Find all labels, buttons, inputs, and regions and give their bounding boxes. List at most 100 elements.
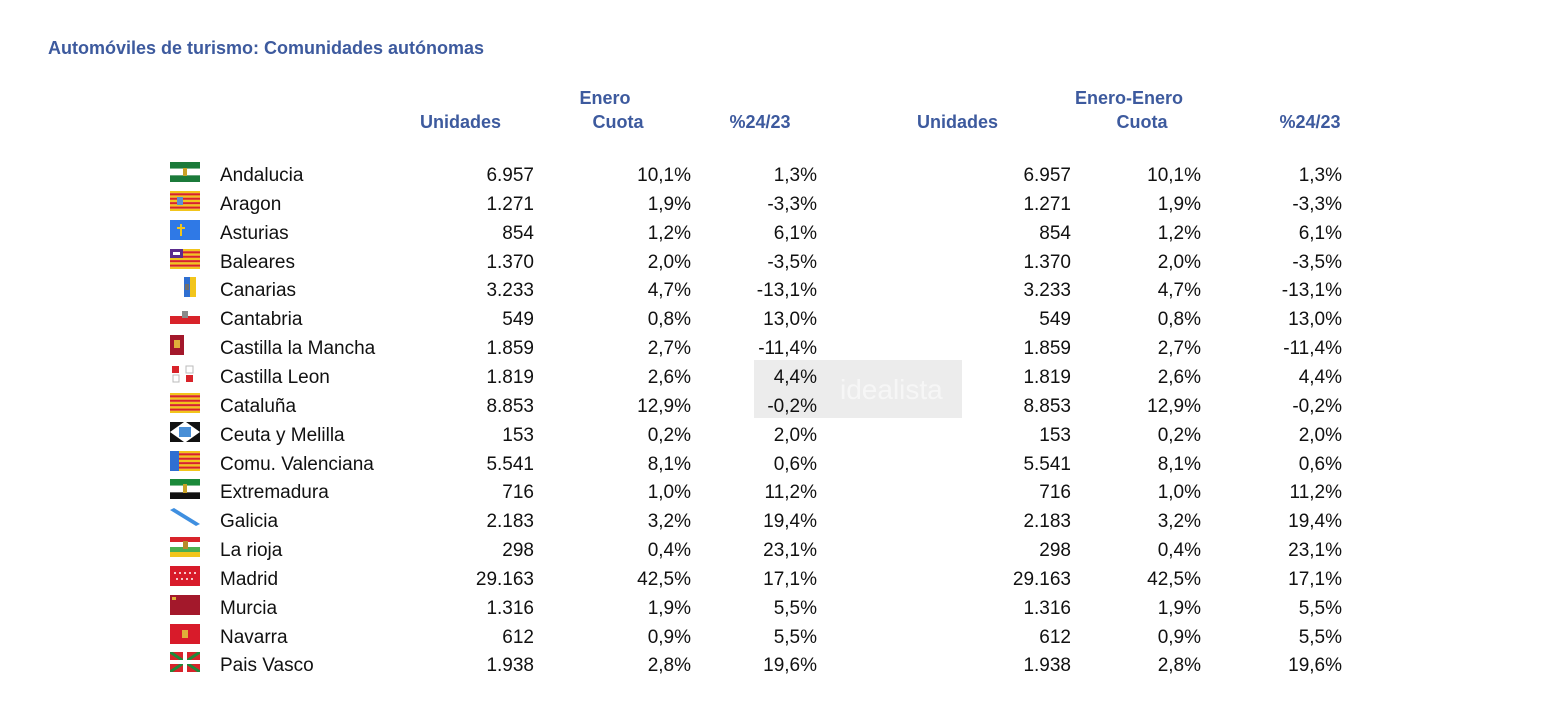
acumulado-cuota: 2,8% xyxy=(1157,655,1201,677)
enero-pct-24-23: -13,1% xyxy=(756,280,817,302)
enero-unidades: 1.938 xyxy=(486,655,534,677)
acumulado-unidades: 1.316 xyxy=(1023,597,1071,619)
region-name: Cataluña xyxy=(220,395,297,417)
enero-cuota: 0,9% xyxy=(647,626,691,648)
enero-pct-24-23: 19,6% xyxy=(763,655,817,677)
enero-cuota: 1,9% xyxy=(647,597,691,619)
enero-cuota: 1,2% xyxy=(647,222,691,244)
enero-unidades: 29.163 xyxy=(475,568,534,590)
table-row: La rioja 298 0,4% 23,1% 298 0,4% 23,1% xyxy=(0,537,1548,566)
la-rioja-flag xyxy=(170,537,200,558)
region-name: Aragon xyxy=(220,193,282,215)
acumulado-unidades: 6.957 xyxy=(1023,165,1071,186)
table-row: Navarra 612 0,9% 5,5% 612 0,9% 5,5% xyxy=(0,623,1548,653)
acumulado-pct-24-23: -3,3% xyxy=(1292,193,1342,215)
header-cuota-acumulado: Cuota xyxy=(1116,112,1168,132)
acumulado-unidades: 1.370 xyxy=(1023,251,1071,273)
andalucia-flag xyxy=(170,162,200,182)
acumulado-cuota: 12,9% xyxy=(1147,395,1201,417)
canarias-flag xyxy=(170,277,200,298)
header-pct-enero: %24/23 xyxy=(729,112,791,132)
table-row: Aragon 1.271 1,9% -3,3% 1.271 1,9% -3,3% xyxy=(0,190,1548,220)
enero-cuota: 42,5% xyxy=(637,568,691,590)
acumulado-unidades: 1.859 xyxy=(1023,338,1071,360)
enero-pct-24-23: 5,5% xyxy=(773,626,817,648)
acumulado-pct-24-23: 1,3% xyxy=(1298,165,1342,186)
extremadura-flag xyxy=(170,479,200,500)
acumulado-cuota: 10,1% xyxy=(1147,165,1201,186)
region-name: Extremadura xyxy=(220,482,329,504)
acumulado-pct-24-23: 2,0% xyxy=(1298,424,1342,446)
acumulado-unidades: 1.271 xyxy=(1023,193,1071,215)
enero-unidades: 5.541 xyxy=(486,453,534,475)
region-name: Cantabria xyxy=(220,309,303,331)
acumulado-cuota: 0,4% xyxy=(1157,540,1201,562)
aragon-flag xyxy=(170,190,200,211)
enero-pct-24-23: 4,4% xyxy=(773,366,817,388)
acumulado-cuota: 42,5% xyxy=(1147,568,1201,590)
region-name: Castilla Leon xyxy=(220,366,330,388)
header-unidades-acumulado: Unidades xyxy=(917,112,999,132)
enero-pct-24-23: 6,1% xyxy=(773,222,817,244)
enero-pct-24-23: 5,5% xyxy=(773,597,817,619)
acumulado-unidades: 153 xyxy=(1039,424,1071,446)
enero-cuota: 8,1% xyxy=(647,453,691,475)
acumulado-pct-24-23: 6,1% xyxy=(1298,222,1342,244)
acumulado-pct-24-23: -0,2% xyxy=(1292,395,1342,417)
valenciana-flag xyxy=(170,450,200,471)
acumulado-pct-24-23: 11,2% xyxy=(1289,482,1342,504)
enero-cuota: 1,9% xyxy=(647,193,691,215)
enero-pct-24-23: 0,6% xyxy=(773,453,817,475)
galicia-flag xyxy=(170,508,200,528)
header-group-enero-enero: Enero-Enero xyxy=(1074,88,1184,108)
acumulado-pct-24-23: 13,0% xyxy=(1288,309,1342,331)
table-row: Asturias 854 1,2% 6,1% 854 1,2% 6,1% xyxy=(0,219,1548,249)
region-name: Castilla la Mancha xyxy=(220,338,376,360)
enero-pct-24-23: -11,4% xyxy=(758,338,817,360)
enero-unidades: 1.271 xyxy=(486,193,534,215)
acumulado-cuota: 0,8% xyxy=(1157,309,1201,331)
table-row: Galicia 2.183 3,2% 19,4% 2.183 3,2% 19,4% xyxy=(0,508,1548,537)
acumulado-cuota: 1,9% xyxy=(1157,193,1201,215)
acumulado-pct-24-23: 5,5% xyxy=(1298,626,1342,648)
enero-cuota: 0,2% xyxy=(647,424,691,446)
enero-cuota: 3,2% xyxy=(647,511,691,533)
table-row: Cataluña 8.853 12,9% -0,2% 8.853 12,9% -0,2% xyxy=(0,392,1548,422)
enero-pct-24-23: -3,5% xyxy=(767,251,817,273)
enero-unidades: 854 xyxy=(502,222,534,244)
asturias-flag xyxy=(170,219,200,240)
page-title: Automóviles de turismo: Comunidades autó… xyxy=(48,38,485,58)
region-name: La rioja xyxy=(220,540,283,562)
enero-cuota: 2,7% xyxy=(647,338,691,360)
enero-unidades: 153 xyxy=(502,424,534,446)
table-row: Andalucia 6.957 10,1% 1,3% 6.957 10,1% 1,3% xyxy=(0,162,1548,191)
acumulado-pct-24-23: -11,4% xyxy=(1283,338,1342,360)
navarra-flag xyxy=(170,623,200,644)
enero-unidades: 2.183 xyxy=(486,511,534,533)
region-name: Baleares xyxy=(220,251,295,273)
enero-cuota: 2,6% xyxy=(647,366,691,388)
table-row: Murcia 1.316 1,9% 5,5% 1.316 1,9% 5,5% xyxy=(0,594,1548,624)
table-row: Cantabria 549 0,8% 13,0% 549 0,8% 13,0% xyxy=(0,306,1548,335)
region-name: Pais Vasco xyxy=(220,655,314,677)
table-row: Pais Vasco 1.938 2,8% 19,6% 1.938 2,8% 19,6% xyxy=(0,652,1548,681)
acumulado-cuota: 1,9% xyxy=(1157,597,1201,619)
enero-pct-24-23: 23,1% xyxy=(763,540,817,562)
acumulado-pct-24-23: 19,4% xyxy=(1288,511,1342,533)
acumulado-unidades: 29.163 xyxy=(1012,568,1071,590)
region-name: Navarra xyxy=(220,626,288,648)
enero-unidades: 1.859 xyxy=(486,338,534,360)
watermark: idealista xyxy=(754,360,962,418)
region-name: Andalucia xyxy=(220,165,304,186)
acumulado-pct-24-23: 0,6% xyxy=(1298,453,1342,475)
enero-pct-24-23: -3,3% xyxy=(767,193,817,215)
acumulado-cuota: 3,2% xyxy=(1157,511,1201,533)
header-pct-acumulado: %24/23 xyxy=(1279,112,1341,132)
enero-unidades: 549 xyxy=(502,309,534,331)
acumulado-cuota: 0,9% xyxy=(1157,626,1201,648)
acumulado-cuota: 0,2% xyxy=(1157,424,1201,446)
acumulado-unidades: 8.853 xyxy=(1023,395,1071,417)
castilla-leon-flag xyxy=(170,363,200,384)
enero-cuota: 10,1% xyxy=(637,165,691,186)
cataluna-flag xyxy=(170,392,200,413)
